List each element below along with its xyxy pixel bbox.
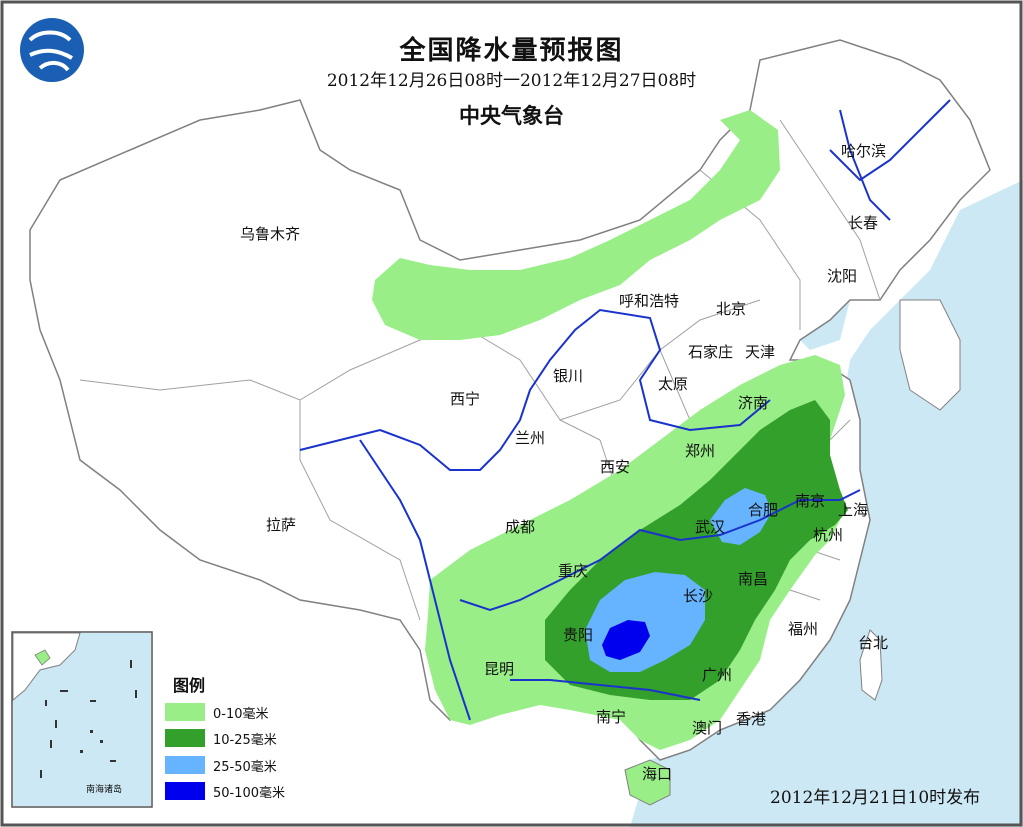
city-label: 上海 <box>838 501 869 519</box>
inset-label: 南海诸岛 <box>86 785 123 795</box>
city-label: 银川 <box>553 367 584 385</box>
korea-peninsula <box>899 299 961 411</box>
legend-swatch <box>165 782 205 800</box>
hainan-island <box>624 759 671 806</box>
city-label: 北京 <box>716 300 747 318</box>
city-label: 太原 <box>658 375 689 393</box>
city-label: 长春 <box>848 214 879 232</box>
city-label: 贵阳 <box>563 626 594 644</box>
city-label: 乌鲁木齐 <box>240 225 301 243</box>
south-china-sea-inset <box>11 631 153 808</box>
city-label: 杭州 <box>813 526 844 544</box>
city-label: 天津 <box>745 343 776 361</box>
city-label: 香港 <box>736 710 767 728</box>
city-label: 济南 <box>738 394 769 412</box>
city-label: 澳门 <box>692 719 723 737</box>
city-label: 南宁 <box>596 708 627 726</box>
city-label: 石家庄 <box>688 343 734 361</box>
city-label: 广州 <box>702 666 733 684</box>
cma-logo <box>20 18 84 82</box>
legend-item: 0-10毫米 <box>165 702 269 722</box>
legend-swatch <box>165 756 205 774</box>
legend-title: 图例 <box>173 676 206 695</box>
city-label: 合肥 <box>748 501 779 519</box>
rain-band-0-10-north <box>372 110 780 340</box>
legend-label: 10-25毫米 <box>213 732 277 748</box>
legend-label: 50-100毫米 <box>213 785 286 801</box>
issuing-agency: 中央气象台 <box>459 104 564 128</box>
legend-item: 10-25毫米 <box>165 728 277 748</box>
issue-time: 2012年12月21日10时发布 <box>770 788 981 808</box>
city-label: 成都 <box>505 518 536 536</box>
city-label: 台北 <box>858 634 889 652</box>
city-label: 海口 <box>642 765 673 783</box>
city-label: 沈阳 <box>827 267 858 285</box>
legend-swatch <box>165 703 205 721</box>
legend-item: 25-50毫米 <box>165 755 277 775</box>
city-label: 呼和浩特 <box>619 292 680 310</box>
rivers <box>299 99 951 721</box>
city-label: 昆明 <box>484 660 515 678</box>
legend-label: 0-10毫米 <box>213 706 269 722</box>
city-label: 西安 <box>600 458 631 476</box>
city-label: 西宁 <box>450 390 481 408</box>
city-label: 南昌 <box>738 570 769 588</box>
city-label: 武汉 <box>695 518 726 536</box>
city-label: 福州 <box>788 620 819 638</box>
legend-item: 50-100毫米 <box>165 781 285 801</box>
city-label: 哈尔滨 <box>841 142 887 160</box>
legend-label: 25-50毫米 <box>213 759 277 775</box>
city-label: 兰州 <box>515 429 546 447</box>
city-label: 郑州 <box>685 442 716 460</box>
map-title: 全国降水量预报图 <box>399 36 624 66</box>
rain-band-25-50-north <box>710 488 772 545</box>
legend-swatch <box>165 729 205 747</box>
city-label: 重庆 <box>558 562 589 580</box>
taiwan-island <box>859 629 883 701</box>
rain-band-50-100 <box>602 620 650 660</box>
city-label: 长沙 <box>683 587 714 605</box>
city-label: 南京 <box>795 492 826 510</box>
forecast-period: 2012年12月26日08时一2012年12月27日08时 <box>326 71 697 91</box>
city-label: 拉萨 <box>266 516 297 534</box>
